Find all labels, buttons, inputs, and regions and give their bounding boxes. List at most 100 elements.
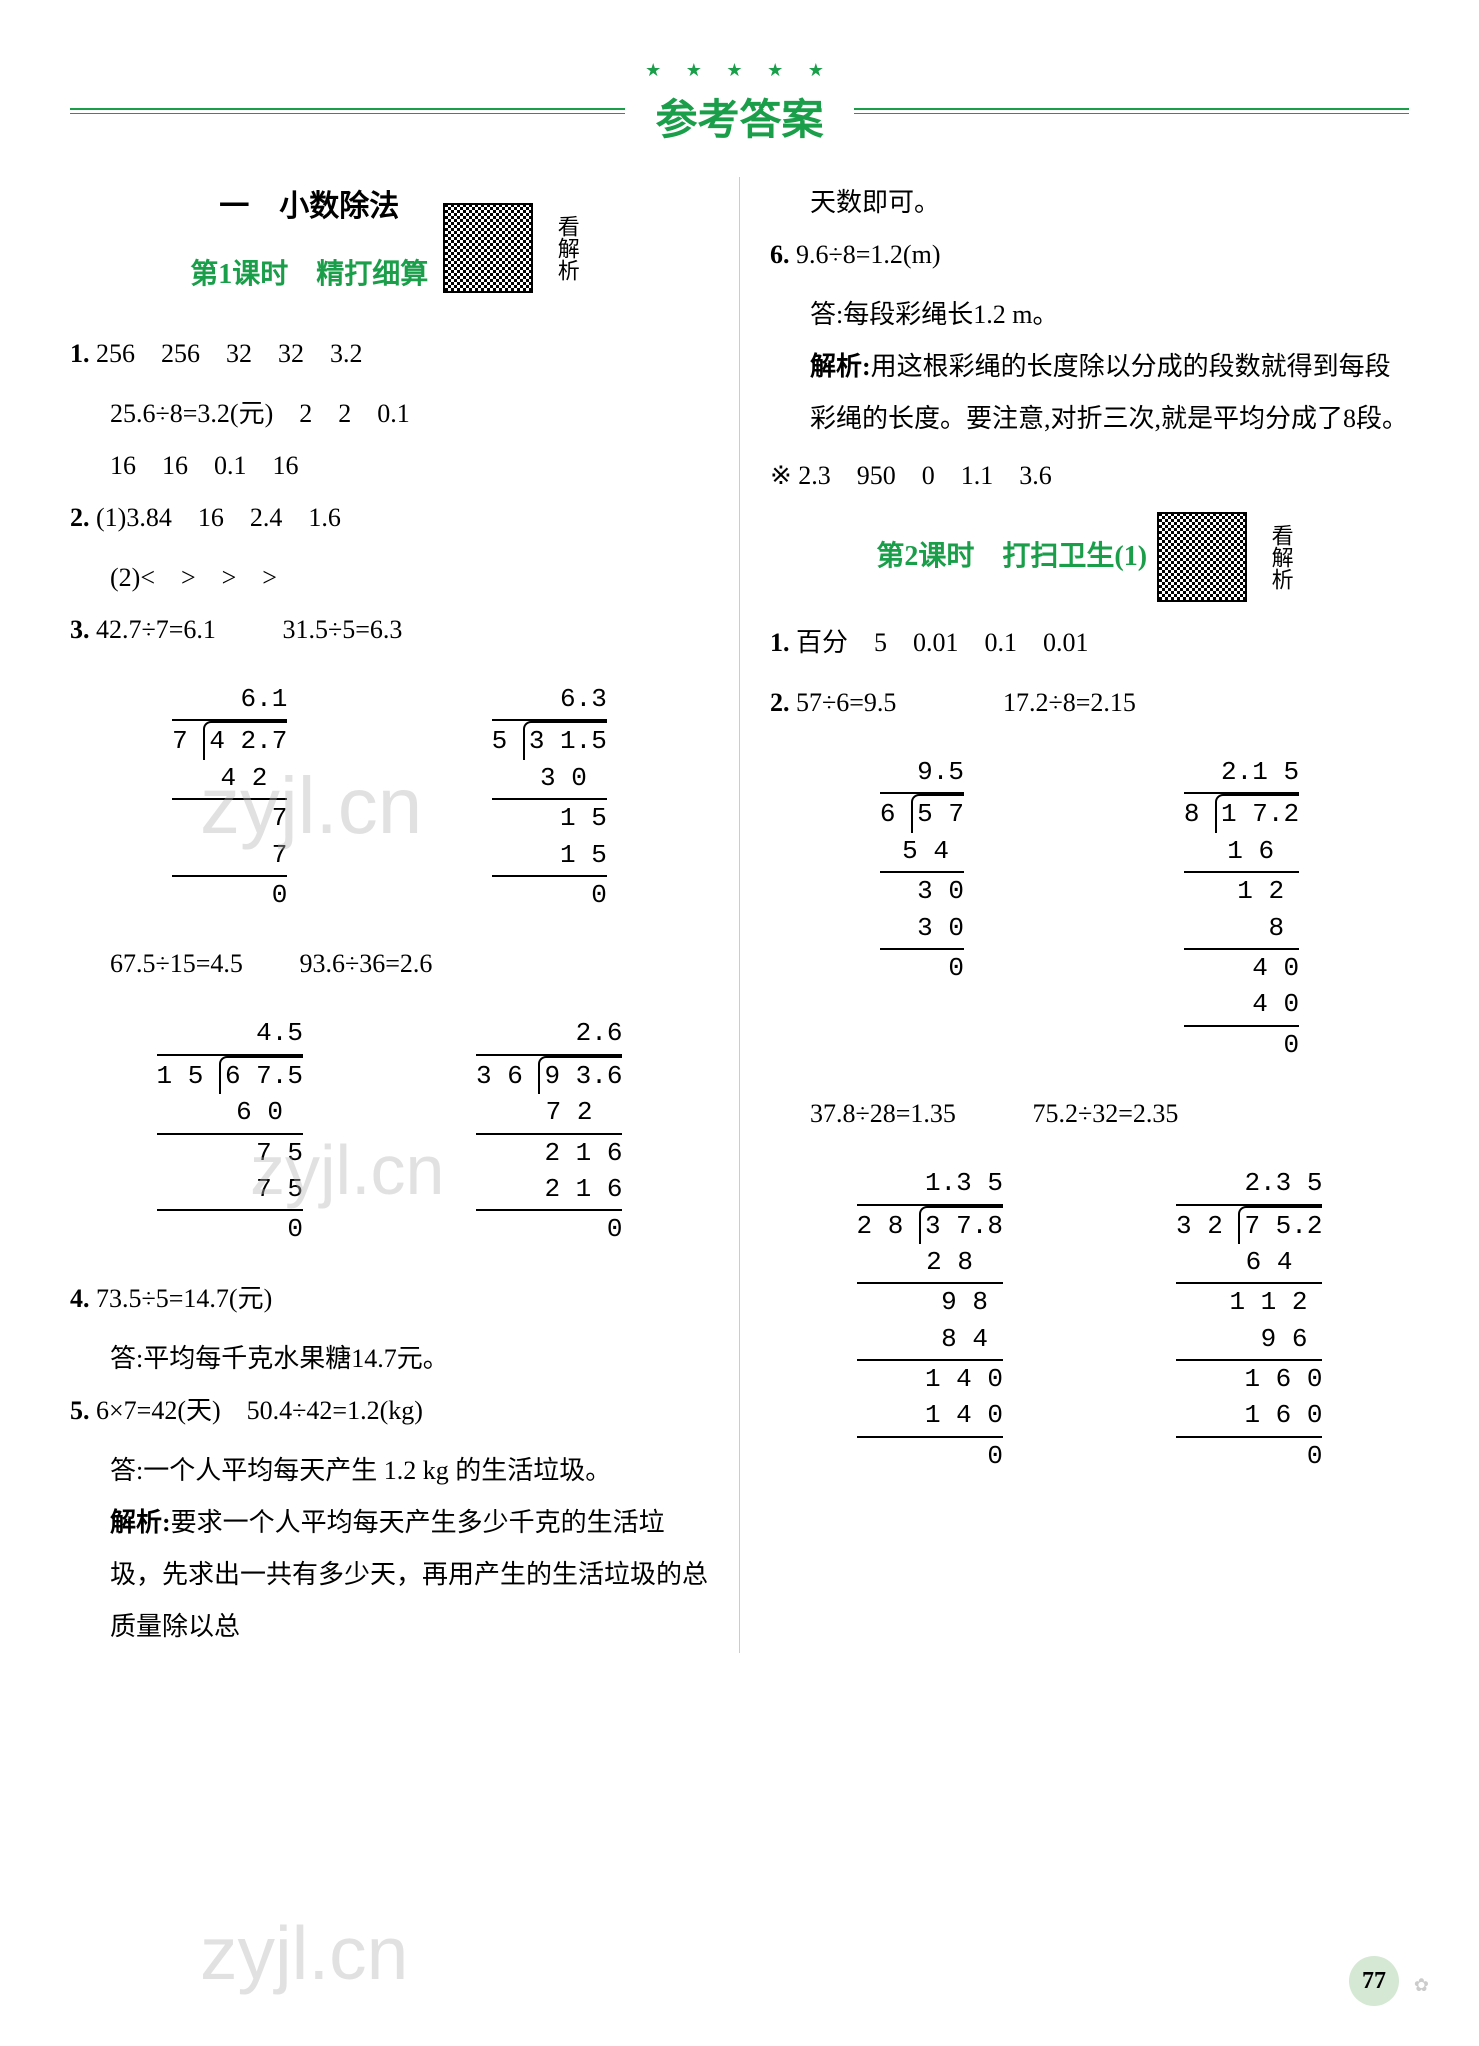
eq: 73.5÷5=14.7(元) <box>96 1284 272 1313</box>
ld-line: 1 4 0 <box>857 1397 1003 1437</box>
ld-line: 0 <box>1176 1438 1322 1474</box>
lesson-2-title: 第2课时 打扫卫生(1) <box>876 529 1147 585</box>
ld-line: 0 <box>880 950 964 986</box>
ld-line: 9 6 <box>1176 1321 1322 1361</box>
flower-icon: ✿ <box>1414 1975 1429 1996</box>
ld-line: 4 0 <box>1184 986 1299 1026</box>
ld-line: 3 2 7 5.2 <box>1176 1206 1322 1244</box>
problem-text: 256 256 32 32 3.2 <box>96 339 363 368</box>
long-division-8: 2.3 5 3 2 7 5.2 6 4 1 1 2 9 6 1 6 0 1 6 … <box>1176 1165 1322 1474</box>
qr-code-icon[interactable] <box>443 203 533 293</box>
ld-line: 2 1 6 <box>476 1171 622 1211</box>
qr-code-icon[interactable] <box>1157 512 1247 602</box>
long-division-6: 2.1 5 8 1 7.2 1 6 1 2 8 4 0 4 0 0 <box>1184 754 1299 1063</box>
long-division-3: 4.5 1 5 6 7.5 6 0 7 5 7 5 0 <box>157 1015 303 1247</box>
problem-2b-row2: 37.8÷28=1.35 75.2÷32=2.35 <box>770 1088 1409 1140</box>
problem-num: 6. <box>770 240 790 269</box>
ld-line: 6 4 <box>1176 1244 1322 1284</box>
qr-label-2: 看解析 <box>1259 524 1303 590</box>
ld-line: 1 2 <box>1184 873 1299 909</box>
problem-text: (1)3.84 16 2.4 1.6 <box>96 503 341 532</box>
answer-5: 答:一个人平均每天产生 1.2 kg 的生活垃圾。 <box>70 1445 709 1497</box>
division-pair-1: 6.1 7 4 2.7 4 2 7 7 0 6.3 5 3 1.5 3 0 1 … <box>70 671 709 923</box>
ld-line: 3 0 <box>880 873 964 909</box>
problem-1-line2: 25.6÷8=3.2(元) 2 2 0.1 <box>70 388 709 440</box>
answer-6: 答:每段彩绳长1.2 m。 <box>770 289 1409 341</box>
page-header: ★ ★ ★ ★ ★ 参考答案 <box>70 60 1409 147</box>
answer-4: 答:平均每千克水果糖14.7元。 <box>70 1333 709 1385</box>
ld-line: 1 6 0 <box>1176 1397 1322 1437</box>
ld-line: 6 5 7 <box>880 794 964 832</box>
ld-line: 0 <box>157 1211 303 1247</box>
problem-2b: 2. 57÷6=9.5 17.2÷8=2.15 <box>770 677 1409 729</box>
eq: 42.7÷7=6.1 <box>96 615 216 644</box>
eq: 17.2÷8=2.15 <box>1003 688 1136 717</box>
analysis-label: 解析: <box>810 352 871 381</box>
ld-line: 0 <box>172 877 287 913</box>
problem-num: 3. <box>70 615 90 644</box>
eq: 57÷6=9.5 <box>796 688 896 717</box>
ld-line: 7 2 <box>476 1094 622 1134</box>
ld-line: 6 0 <box>157 1094 303 1134</box>
analysis-6: 解析:用这根彩绳的长度除以分成的段数就得到每段彩绳的长度。要注意,对折三次,就是… <box>770 341 1409 445</box>
long-division-5: 9.5 6 5 7 5 4 3 0 3 0 0 <box>880 754 964 1063</box>
ld-quotient: 2.3 5 <box>1176 1165 1322 1205</box>
ld-line: 4 2 <box>172 760 287 800</box>
problem-5: 5. 6×7=42(天) 50.4÷42=1.2(kg) <box>70 1385 709 1437</box>
ld-line: 5 3 1.5 <box>492 721 607 759</box>
ld-line: 7 5 <box>157 1135 303 1171</box>
ld-line: 2 8 3 7.8 <box>857 1206 1003 1244</box>
ld-line: 3 0 <box>880 910 964 950</box>
qr-label-1: 看解析 <box>545 215 589 281</box>
ld-line: 8 1 7.2 <box>1184 794 1299 832</box>
problem-1b: 1. 百分 5 0.01 0.1 0.01 <box>770 617 1409 669</box>
ld-line: 0 <box>1184 1027 1299 1063</box>
header-stars: ★ ★ ★ ★ ★ <box>70 60 1409 81</box>
analysis-5: 解析:要求一个人平均每天产生多少千克的生活垃圾，先求出一共有多少天，再用产生的生… <box>70 1497 709 1653</box>
ld-quotient: 9.5 <box>880 754 964 794</box>
long-division-4: 2.6 3 6 9 3.6 7 2 2 1 6 2 1 6 0 <box>476 1015 622 1247</box>
problem-num: 1. <box>70 339 90 368</box>
problem-4: 4. 73.5÷5=14.7(元) <box>70 1273 709 1325</box>
analysis-text: 要求一个人平均每天产生多少千克的生活垃圾，先求出一共有多少天，再用产生的生活垃圾… <box>110 1508 708 1641</box>
problem-num: 2. <box>770 688 790 717</box>
lesson-1-title: 第1课时 精打细算 <box>190 247 428 303</box>
page-number: 77 <box>1349 1956 1399 2006</box>
division-pair-4: 1.3 5 2 8 3 7.8 2 8 9 8 8 4 1 4 0 1 4 0 … <box>770 1155 1409 1484</box>
eq: 67.5÷15=4.5 <box>110 949 243 978</box>
eq: 31.5÷5=6.3 <box>282 615 402 644</box>
problem-num: 4. <box>70 1284 90 1313</box>
problem-3: 3. 42.7÷7=6.1 31.5÷5=6.3 <box>70 604 709 656</box>
analysis-text: 用这根彩绳的长度除以分成的段数就得到每段彩绳的长度。要注意,对折三次,就是平均分… <box>810 352 1408 433</box>
eq: 6×7=42(天) 50.4÷42=1.2(kg) <box>96 1396 423 1425</box>
division-pair-3: 9.5 6 5 7 5 4 3 0 3 0 0 2.1 5 8 1 7.2 1 … <box>770 744 1409 1073</box>
ld-line: 4 0 <box>1184 950 1299 986</box>
ld-line: 7 4 2.7 <box>172 721 287 759</box>
problem-1-line3: 16 16 0.1 16 <box>70 440 709 492</box>
chapter-title: 一 小数除法 <box>190 177 428 237</box>
ld-quotient: 6.3 <box>492 681 607 721</box>
ld-line: 8 4 <box>857 1321 1003 1361</box>
qr-block-1: 看解析 <box>443 203 589 293</box>
ld-line: 1 6 <box>1184 833 1299 873</box>
content-columns: 一 小数除法 第1课时 精打细算 看解析 1. 256 256 32 32 3.… <box>70 177 1409 1653</box>
ld-quotient: 2.6 <box>476 1015 622 1055</box>
ld-line: 1 6 0 <box>1176 1361 1322 1397</box>
column-divider <box>739 177 740 1653</box>
eq: 9.6÷8=1.2(m) <box>796 240 940 269</box>
problem-1: 1. 256 256 32 32 3.2 <box>70 328 709 380</box>
ld-line: 1 5 <box>492 800 607 836</box>
continuation: 天数即可。 <box>770 177 1409 229</box>
problem-num: 5. <box>70 1396 90 1425</box>
problem-text: 百分 5 0.01 0.1 0.01 <box>796 628 1089 657</box>
ld-line: 7 <box>172 800 287 836</box>
ld-line: 1 5 <box>492 837 607 877</box>
ld-line: 5 4 <box>880 833 964 873</box>
long-division-1: 6.1 7 4 2.7 4 2 7 7 0 <box>172 681 287 913</box>
ld-line: 0 <box>492 877 607 913</box>
ld-quotient: 4.5 <box>157 1015 303 1055</box>
eq: 93.6÷36=2.6 <box>299 949 432 978</box>
ld-quotient: 6.1 <box>172 681 287 721</box>
qr-block-2: 看解析 <box>1157 512 1303 602</box>
ld-line: 3 6 9 3.6 <box>476 1056 622 1094</box>
